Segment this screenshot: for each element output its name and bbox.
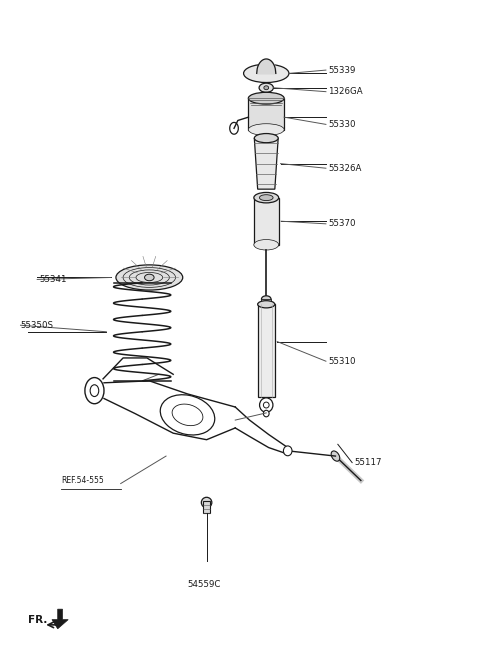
Text: 55339: 55339 — [328, 66, 356, 75]
Ellipse shape — [144, 274, 154, 281]
Ellipse shape — [160, 395, 215, 435]
Bar — [262, 299, 271, 303]
Text: 55326A: 55326A — [328, 164, 361, 173]
Ellipse shape — [172, 404, 203, 426]
Text: 1326GA: 1326GA — [328, 87, 363, 96]
Bar — [248, 98, 284, 129]
Bar — [258, 304, 275, 397]
Ellipse shape — [264, 402, 269, 408]
Bar — [254, 198, 279, 245]
Text: FR.: FR. — [28, 615, 47, 625]
Ellipse shape — [248, 124, 284, 135]
Ellipse shape — [90, 385, 99, 397]
Polygon shape — [254, 138, 278, 189]
Ellipse shape — [264, 410, 269, 417]
Ellipse shape — [259, 83, 274, 93]
Text: 55117: 55117 — [355, 458, 382, 467]
Ellipse shape — [85, 378, 104, 404]
Ellipse shape — [254, 193, 279, 203]
Polygon shape — [52, 609, 68, 629]
Text: 55341: 55341 — [39, 275, 67, 284]
Ellipse shape — [243, 64, 289, 83]
Ellipse shape — [260, 398, 273, 412]
Ellipse shape — [116, 265, 183, 290]
Text: 54559C: 54559C — [188, 580, 221, 589]
Ellipse shape — [248, 93, 284, 104]
Text: REF.54-555: REF.54-555 — [61, 476, 104, 485]
Text: 55310: 55310 — [328, 357, 356, 366]
Ellipse shape — [262, 296, 271, 302]
Ellipse shape — [283, 446, 292, 456]
Ellipse shape — [201, 497, 212, 508]
Text: 55350S: 55350S — [21, 321, 53, 330]
Ellipse shape — [254, 133, 278, 143]
Ellipse shape — [264, 86, 269, 90]
Ellipse shape — [259, 194, 273, 200]
Ellipse shape — [331, 451, 340, 461]
Text: 55370: 55370 — [328, 219, 356, 229]
Bar — [203, 501, 210, 513]
Text: 55330: 55330 — [328, 120, 356, 129]
Ellipse shape — [258, 301, 275, 308]
Ellipse shape — [254, 240, 279, 250]
